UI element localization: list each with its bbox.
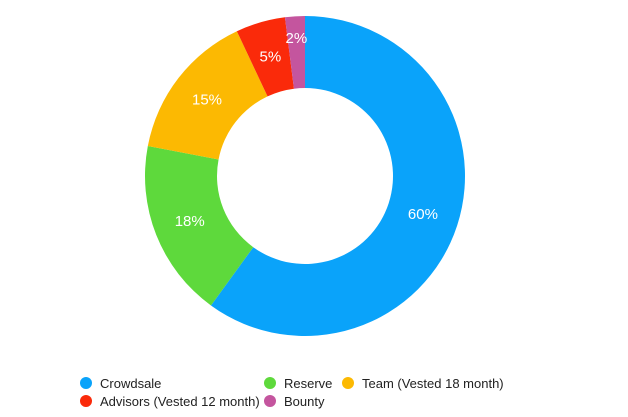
legend-item-advisors[interactable]: Advisors (Vested 12 month)	[80, 393, 260, 409]
legend-label-crowdsale: Crowdsale	[100, 375, 162, 391]
legend-swatch-advisors	[80, 395, 92, 407]
legend: Crowdsale Reserve Team (Vested 18 month)…	[80, 375, 600, 411]
slice-label-crowdsale: 60%	[408, 206, 438, 223]
legend-item-crowdsale[interactable]: Crowdsale	[80, 375, 161, 391]
legend-swatch-bounty	[264, 395, 276, 407]
legend-label-bounty: Bounty	[284, 393, 325, 409]
donut-chart-svg: 60% 18% 15% 5%2%	[145, 16, 466, 336]
legend-label-reserve: Reserve	[284, 375, 333, 391]
slice-label-advisors: 5%	[260, 48, 282, 65]
legend-item-bounty[interactable]: Bounty	[264, 393, 324, 409]
slice-labels-group: 60% 18% 15% 5%2%	[175, 30, 438, 230]
legend-item-reserve[interactable]: Reserve	[264, 375, 332, 391]
slice-reserve[interactable]	[145, 146, 254, 306]
slice-advisors[interactable]	[236, 17, 294, 97]
slices-group	[145, 16, 466, 336]
legend-item-team[interactable]: Team (Vested 18 month)	[342, 375, 504, 391]
legend-label-team: Team (Vested 18 month)	[362, 375, 504, 391]
legend-swatch-team	[342, 377, 354, 389]
legend-swatch-reserve	[264, 377, 276, 389]
slice-crowdsale[interactable]	[210, 16, 466, 336]
slice-label-bounty: 2%	[285, 30, 307, 47]
slice-bounty[interactable]	[284, 16, 305, 89]
legend-swatch-crowdsale	[80, 377, 92, 389]
legend-label-advisors: Advisors (Vested 12 month)	[100, 393, 260, 409]
slice-team[interactable]	[147, 31, 268, 160]
slice-label-reserve: 18%	[175, 213, 205, 230]
slice-label-team: 15%	[192, 91, 222, 108]
